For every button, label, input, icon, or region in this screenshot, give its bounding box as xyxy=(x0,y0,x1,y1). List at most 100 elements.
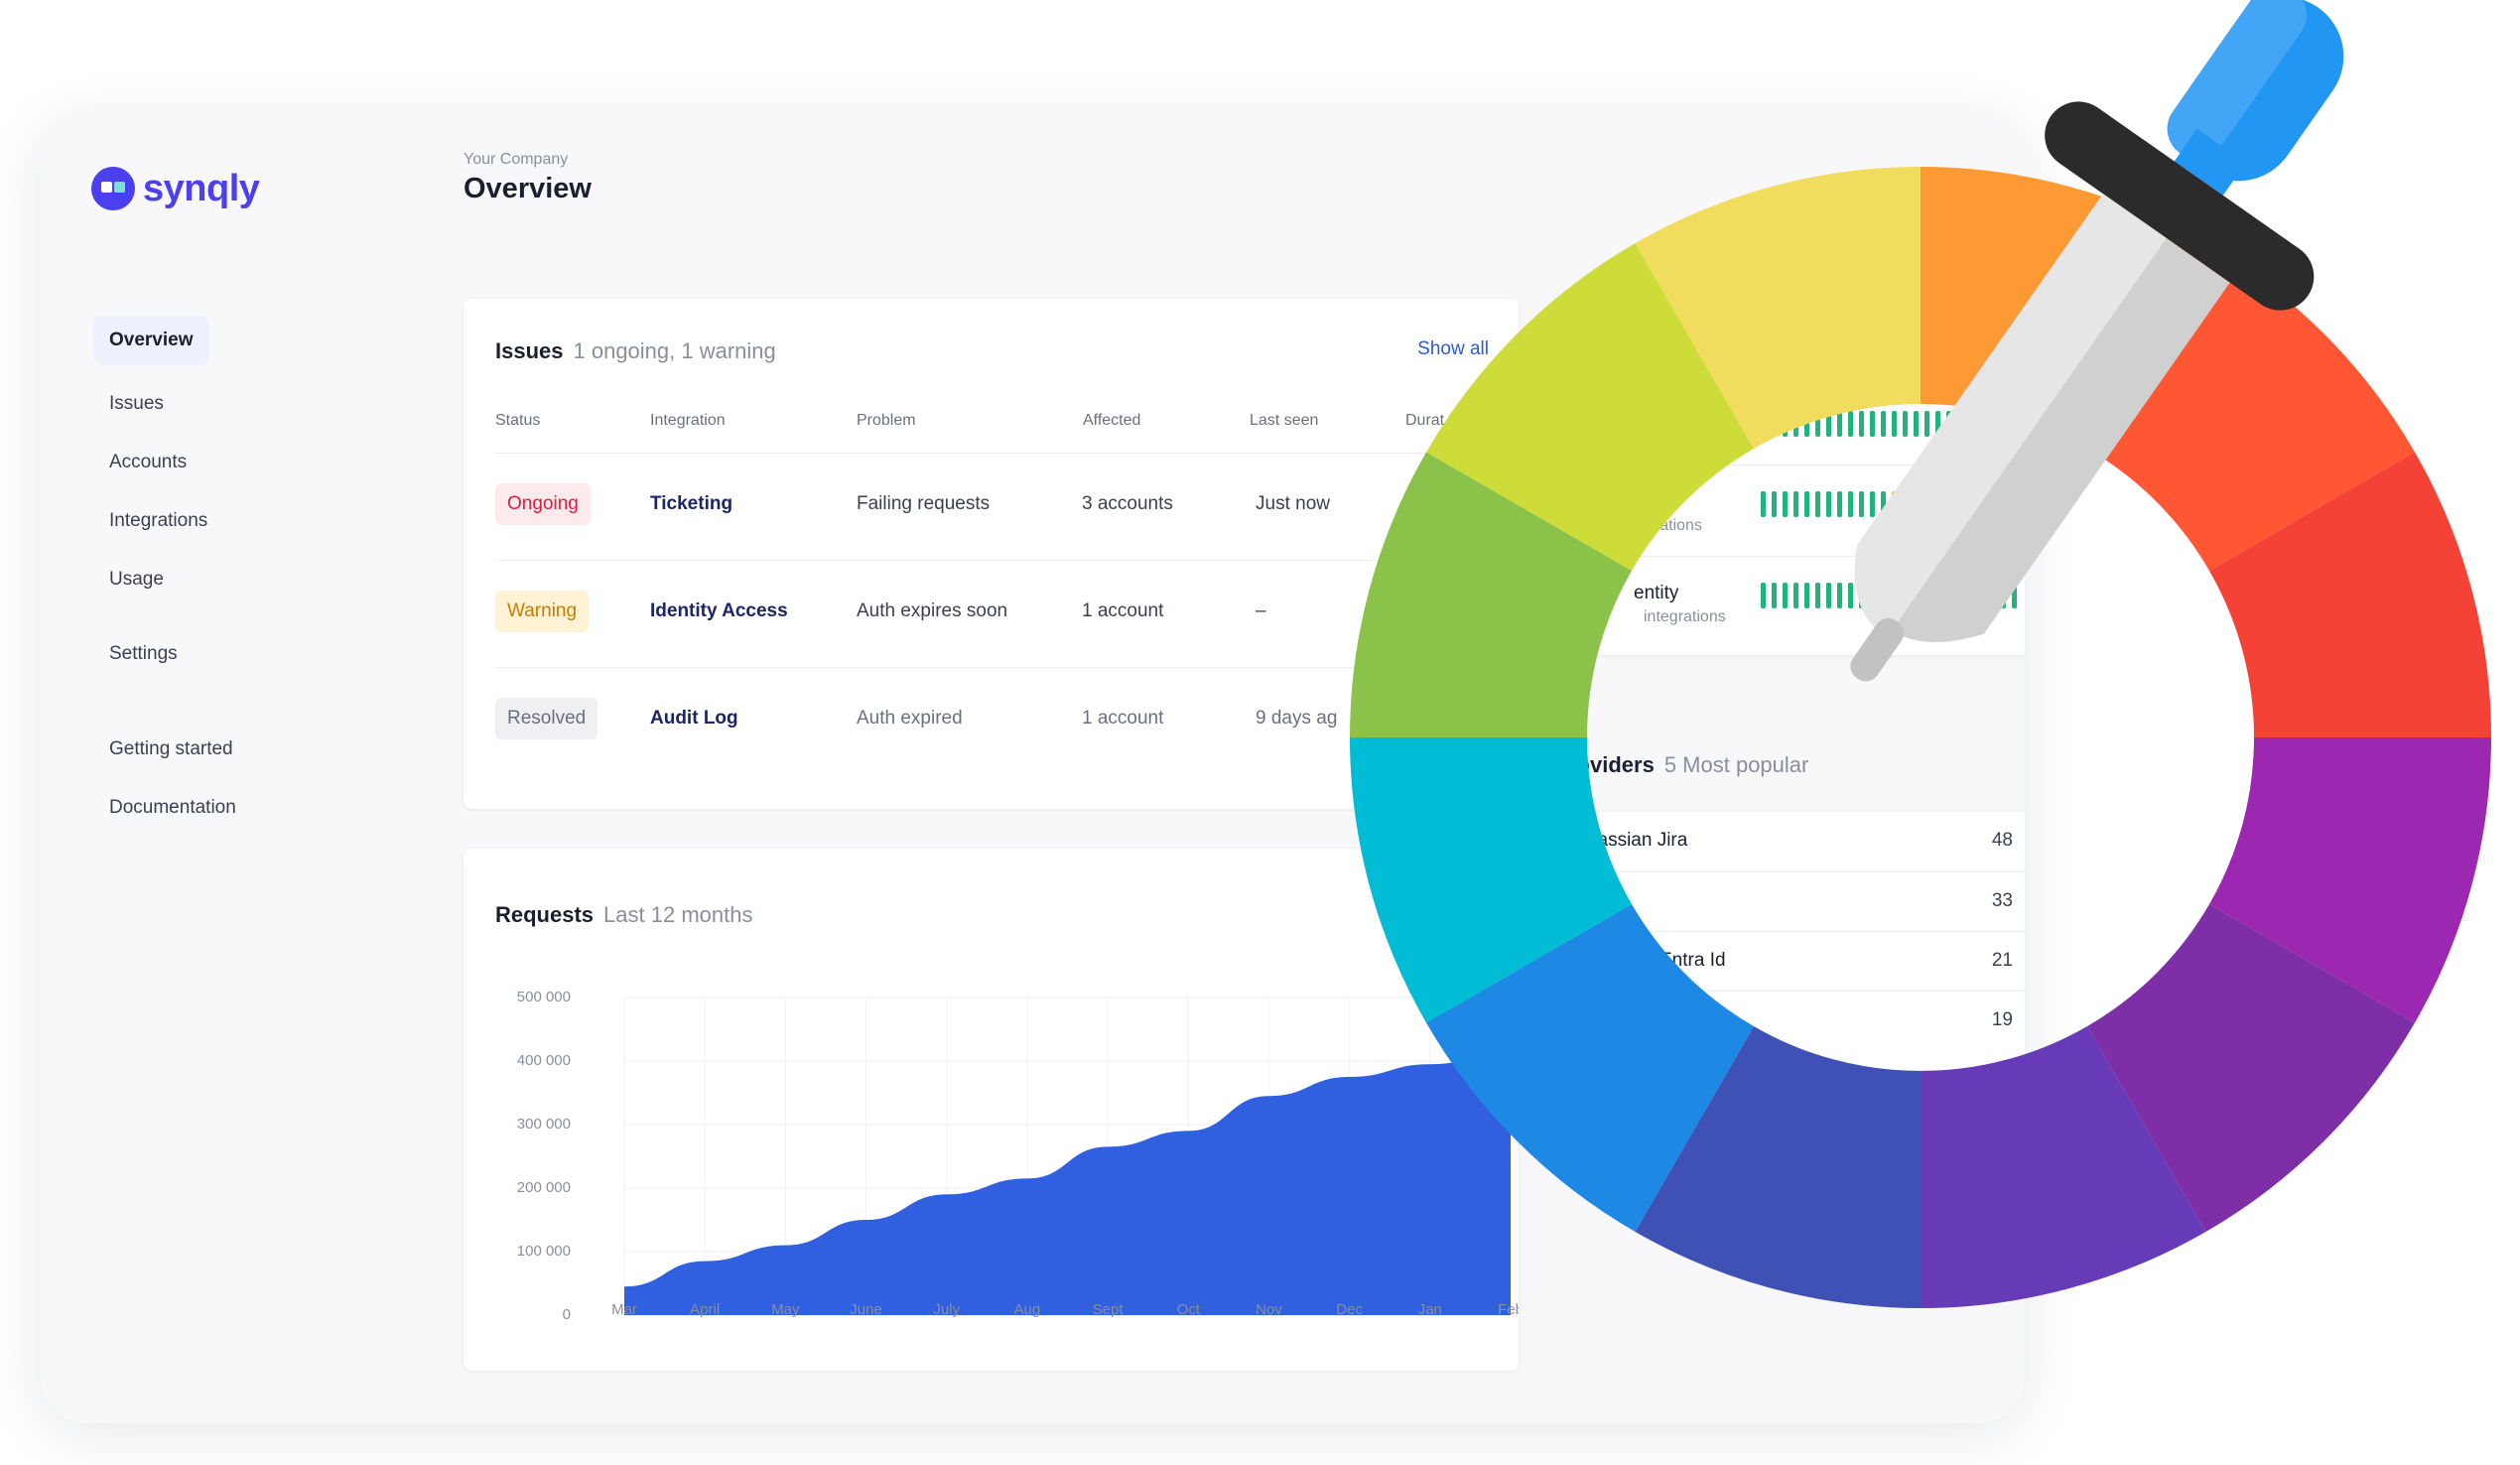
y-tick-label: 400 000 xyxy=(516,1052,571,1069)
requests-title: Requests Last 12 months xyxy=(495,902,752,928)
color-wheel-segment xyxy=(2087,904,2415,1232)
sidebar-item-issues[interactable]: Issues xyxy=(109,393,164,414)
requests-subtitle: Last 12 months xyxy=(603,902,753,927)
x-tick-label: Dec xyxy=(1336,1301,1363,1318)
issues-card: Issues 1 ongoing, 1 warning Show all Stat… xyxy=(464,299,1519,809)
sidebar-item-integrations[interactable]: Integrations xyxy=(109,510,208,531)
provider-count: 21 xyxy=(1991,950,2013,971)
y-tick-label: 200 000 xyxy=(516,1179,571,1196)
health-bar xyxy=(1859,491,1864,517)
health-bar xyxy=(1761,583,1766,608)
providers-subtitle: 5 Most popular xyxy=(1663,752,1809,777)
provider-row[interactable]: 19 xyxy=(1548,991,2025,1051)
col-affected[interactable]: Affected xyxy=(1083,412,1141,429)
health-bar xyxy=(1826,491,1831,517)
requests-area xyxy=(624,1051,1511,1315)
eyedropper-tip xyxy=(1850,617,1905,682)
table-row[interactable]: Ongoing Ticketing Failing requests 3 acc… xyxy=(495,453,1519,561)
provider-name: tlassian Jira xyxy=(1588,830,1688,851)
table-row[interactable]: Resolved Audit Log Auth expired 1 accoun… xyxy=(495,667,1519,775)
x-tick-label: Sept xyxy=(1092,1301,1124,1318)
provider-count: 48 xyxy=(1991,830,2013,851)
last-seen-text: 9 days ag xyxy=(1256,708,1338,729)
provider-count: 33 xyxy=(1991,890,2013,911)
status-badge: Ongoing xyxy=(495,483,591,525)
color-wheel-segment xyxy=(1350,452,1633,737)
health-bar xyxy=(1848,583,1853,608)
x-tick-label: Mar xyxy=(611,1301,637,1318)
issues-title: Issues 1 ongoing, 1 warning xyxy=(495,338,776,364)
status-badge: Warning xyxy=(495,591,590,632)
color-wheel-segment xyxy=(1921,1025,2206,1308)
synqly-logo-icon xyxy=(91,167,135,210)
provider-count: 19 xyxy=(1991,1009,2013,1030)
problem-text: Auth expires soon xyxy=(857,600,1008,621)
health-bar xyxy=(1761,491,1766,517)
x-tick-label: June xyxy=(850,1301,882,1318)
y-tick-label: 0 xyxy=(562,1306,571,1323)
integration-link[interactable]: Ticketing xyxy=(650,493,733,514)
brand-name: synqly xyxy=(143,167,260,209)
integration-link[interactable]: Audit Log xyxy=(650,708,738,729)
col-integration[interactable]: Integration xyxy=(650,412,726,429)
color-wheel-segment xyxy=(1635,1025,1921,1308)
health-bar xyxy=(1903,411,1908,437)
x-tick-label: April xyxy=(690,1301,721,1318)
x-tick-label: Oct xyxy=(1176,1301,1200,1318)
eyedropper-tube-highlight xyxy=(1854,194,2167,638)
synqly-logo[interactable]: synqly xyxy=(91,167,260,210)
requests-title-text: Requests xyxy=(495,902,595,927)
x-tick-label: May xyxy=(771,1301,800,1318)
x-tick-label: Feb xyxy=(1498,1301,1519,1318)
health-bar xyxy=(1826,411,1831,437)
breadcrumb[interactable]: Your Company xyxy=(464,151,569,168)
integration-link[interactable]: Identity Access xyxy=(650,600,788,621)
health-bar xyxy=(1804,491,1809,517)
color-wheel-segment xyxy=(1635,167,1921,450)
problem-text: Failing requests xyxy=(857,493,991,514)
show-all-link[interactable]: Show all xyxy=(1417,338,1489,359)
y-tick-label: 300 000 xyxy=(516,1116,571,1132)
col-duration[interactable]: Durat xyxy=(1405,412,1445,429)
health-bar xyxy=(1848,411,1853,437)
col-status[interactable]: Status xyxy=(495,412,541,429)
color-wheel-segment xyxy=(1426,904,1754,1232)
sidebar-item-documentation[interactable]: Documentation xyxy=(109,797,236,818)
health-bar xyxy=(1783,583,1788,608)
table-row[interactable]: Warning Identity Access Auth expires soo… xyxy=(495,560,1519,668)
color-wheel-segment xyxy=(2208,737,2491,1023)
health-bar xyxy=(1837,411,1842,437)
requests-area-chart[interactable] xyxy=(464,849,1519,1371)
col-problem[interactable]: Problem xyxy=(857,412,916,429)
eyedropper-icon xyxy=(1850,0,2344,682)
health-bar xyxy=(1772,491,1777,517)
health-bar xyxy=(1826,583,1831,608)
problem-text: Auth expired xyxy=(857,708,963,729)
sidebar-item-settings[interactable]: Settings xyxy=(109,643,178,664)
affected-text: 1 account xyxy=(1082,600,1164,621)
x-tick-label: Nov xyxy=(1256,1301,1282,1318)
last-seen-text: Just now xyxy=(1256,493,1330,514)
affected-text: 3 accounts xyxy=(1082,493,1173,514)
health-bar xyxy=(1804,583,1809,608)
x-tick-label: Jan xyxy=(1417,1301,1442,1318)
issues-title-text: Issues xyxy=(495,338,564,363)
health-row-sub: integrations xyxy=(1644,608,1726,625)
color-wheel-segment xyxy=(2208,452,2491,737)
sidebar-item-getting-started[interactable]: Getting started xyxy=(109,738,233,759)
color-wheel-segment xyxy=(1426,243,1754,571)
health-bar xyxy=(1870,411,1875,437)
health-bar xyxy=(1881,411,1886,437)
health-bar xyxy=(1815,583,1820,608)
col-last-seen[interactable]: Last seen xyxy=(1250,412,1319,429)
sidebar-item-usage[interactable]: Usage xyxy=(109,569,164,590)
sidebar-item-overview[interactable]: Overview xyxy=(93,316,209,365)
health-bar xyxy=(1924,411,1929,437)
sidebar-item-accounts[interactable]: Accounts xyxy=(109,452,188,472)
health-bar xyxy=(1783,491,1788,517)
provider-row[interactable]: tlassian Jira 48 xyxy=(1548,812,2025,871)
health-bar xyxy=(1772,583,1777,608)
health-bar xyxy=(1793,491,1798,517)
y-tick-label: 500 000 xyxy=(516,989,571,1005)
last-seen-text: – xyxy=(1256,600,1266,621)
